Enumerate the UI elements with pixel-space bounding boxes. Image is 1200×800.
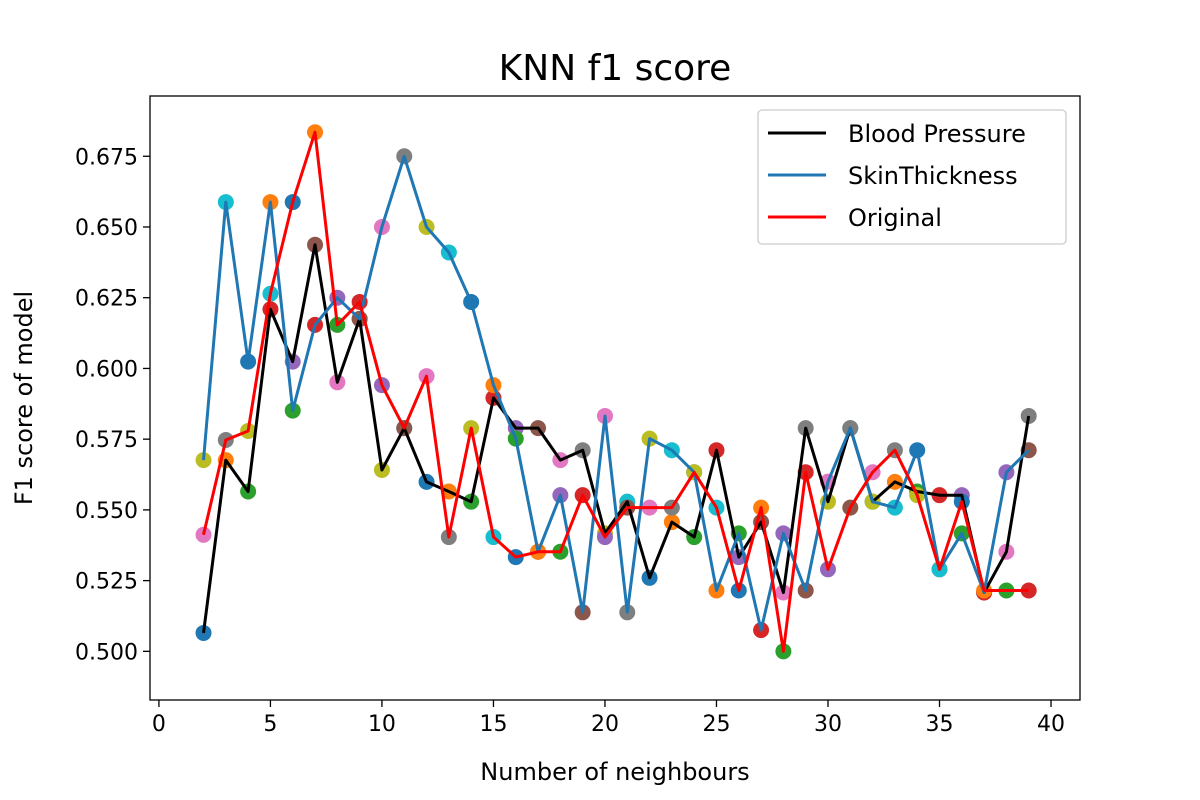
y-tick-label: 0.650 <box>75 216 138 241</box>
x-tick-label: 15 <box>479 712 507 737</box>
y-axis-label: F1 score of model <box>10 291 38 505</box>
line-original <box>202 130 1029 653</box>
x-tick-label: 10 <box>368 712 396 737</box>
legend-label-blood-pressure: Blood Pressure <box>848 120 1026 148</box>
legend-box <box>757 109 1067 245</box>
y-tick-label: 0.625 <box>75 287 138 312</box>
legend: Blood Pressure SkinThickness Original <box>757 109 1067 245</box>
chart-title: KNN f1 score <box>499 48 732 89</box>
x-tick-label: 35 <box>925 712 953 737</box>
y-axis-ticks: 0.500 0.525 0.550 0.575 0.600 0.625 0.650 0.675 <box>75 145 150 665</box>
x-tick-label: 30 <box>814 712 842 737</box>
point-original <box>1020 582 1037 599</box>
line-skinthickness <box>202 154 1030 632</box>
x-tick-label: 20 <box>591 712 619 737</box>
series-lines <box>202 130 1031 653</box>
y-tick-label: 0.675 <box>75 145 138 170</box>
x-axis-ticks: 0 5 10 15 20 25 30 35 40 <box>152 700 1065 737</box>
x-axis-label: Number of neighbours <box>480 758 749 786</box>
x-tick-label: 0 <box>152 712 166 737</box>
axes-frame <box>149 95 1081 701</box>
y-tick-label: 0.525 <box>75 570 138 595</box>
x-tick-label: 25 <box>702 712 730 737</box>
y-tick-label: 0.550 <box>75 499 138 524</box>
x-tick-label: 40 <box>1037 712 1065 737</box>
point-blood-pressure <box>1020 407 1037 424</box>
y-tick-label: 0.600 <box>75 357 138 382</box>
legend-label-skinthickness: SkinThickness <box>848 162 1018 190</box>
legend-label-original: Original <box>848 204 942 232</box>
y-tick-label: 0.575 <box>75 428 138 453</box>
y-tick-label: 0.500 <box>75 640 138 665</box>
x-tick-label: 5 <box>263 712 277 737</box>
